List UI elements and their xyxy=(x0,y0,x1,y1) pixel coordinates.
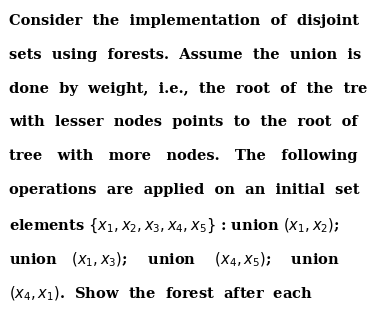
Text: sets  using  forests.  Assume  the  union  is: sets using forests. Assume the union is xyxy=(9,48,361,62)
Text: Consider  the  implementation  of  disjoint: Consider the implementation of disjoint xyxy=(9,14,359,28)
Text: with  lesser  nodes  points  to  the  root  of  the: with lesser nodes points to the root of … xyxy=(9,115,367,130)
Text: done  by  weight,  i.e.,  the  root  of  the  tree: done by weight, i.e., the root of the tr… xyxy=(9,82,367,96)
Text: union   $(x_1, x_3)$;    union    $(x_4, x_5)$;    union: union $(x_1, x_3)$; union $(x_4, x_5)$; … xyxy=(9,251,340,269)
Text: operations  are  applied  on  an  initial  set  of: operations are applied on an initial set… xyxy=(9,183,367,197)
Text: $(x_4, x_1)$.  Show  the  forest  after  each: $(x_4, x_1)$. Show the forest after each xyxy=(9,285,313,303)
Text: tree   with   more   nodes.   The   following: tree with more nodes. The following xyxy=(9,149,358,163)
Text: elements $\{x_1, x_2, x_3, x_4, x_5\}$ : union $(x_1, x_2)$;: elements $\{x_1, x_2, x_3, x_4, x_5\}$ :… xyxy=(9,217,340,235)
